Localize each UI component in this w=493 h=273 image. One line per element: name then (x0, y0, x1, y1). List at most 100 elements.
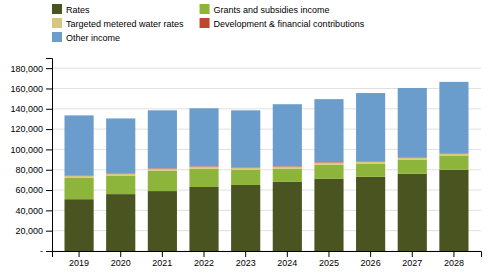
y-tick: - (40, 246, 52, 256)
y-tick: 80,000 (15, 165, 52, 175)
bar (314, 99, 343, 162)
legend-item: Grants and subsidies income (200, 4, 330, 15)
legend-item: Development & financial contributions (200, 18, 365, 29)
bar (231, 185, 260, 251)
x-tick-label: 2023 (236, 258, 256, 268)
bar (148, 110, 177, 168)
grid (52, 68, 481, 251)
y-tick-label: 20,000 (15, 226, 43, 236)
bar (189, 167, 218, 169)
tick-mark (287, 251, 288, 257)
tick-mark (46, 129, 52, 130)
bar (148, 191, 177, 251)
bar-series (64, 82, 468, 175)
y-tick: 100,000 (10, 145, 52, 155)
tick-mark (120, 251, 121, 257)
bar (231, 168, 260, 170)
y-tick-label: 160,000 (10, 84, 43, 94)
bar (398, 174, 427, 251)
tick-mark (453, 251, 454, 257)
x-tick-label: 2024 (277, 258, 297, 268)
x-tick-label: 2028 (444, 258, 464, 268)
tick-mark (46, 68, 52, 69)
bar (64, 199, 93, 251)
y-tick: 60,000 (15, 185, 52, 195)
y-tick-label: 40,000 (15, 206, 43, 216)
bar (64, 176, 93, 178)
y-tick: 140,000 (10, 104, 52, 114)
y-tick-label: 100,000 (10, 145, 43, 155)
bar (356, 177, 385, 251)
x-tick-label: 2026 (361, 258, 381, 268)
bar (106, 118, 135, 173)
bar (189, 108, 218, 166)
bar (314, 179, 343, 251)
bar (148, 169, 177, 171)
x-tick: 2024 (277, 251, 297, 268)
bar (231, 170, 260, 185)
y-tick: 40,000 (15, 206, 52, 216)
tick-mark (245, 251, 246, 257)
x-tick: 2027 (402, 251, 422, 268)
x-tick-label: 2021 (152, 258, 172, 268)
bar (106, 194, 135, 251)
bar (273, 104, 302, 166)
tick-mark (370, 251, 371, 257)
tick-mark (46, 109, 52, 110)
x-tick-label: 2022 (194, 258, 214, 268)
bar (314, 165, 343, 179)
tick-mark (328, 251, 329, 257)
legend-label: Targeted metered water rates (66, 19, 184, 29)
tick-mark (46, 251, 52, 252)
legend-label: Development & financial contributions (214, 19, 365, 29)
y-tick-label: - (40, 246, 43, 256)
legend-item: Targeted metered water rates (52, 18, 184, 29)
bar (106, 176, 135, 194)
legend-swatch (52, 32, 62, 42)
legend-item: Other income (52, 32, 120, 43)
bar (356, 93, 385, 161)
tick-mark (412, 251, 413, 257)
x-tick: 2028 (444, 251, 464, 268)
x-tick-label: 2019 (69, 258, 89, 268)
legend-swatch (52, 4, 62, 14)
plot-area (64, 82, 468, 251)
bar (398, 160, 427, 174)
bar (314, 163, 343, 165)
tick-mark (46, 88, 52, 89)
bar (231, 110, 260, 167)
tick-mark (46, 170, 52, 171)
axis-line (53, 252, 482, 258)
bar (273, 167, 302, 169)
y-tick-label: 120,000 (10, 124, 43, 134)
bar (439, 82, 468, 153)
legend-label: Other income (66, 33, 120, 43)
x-tick: 2022 (194, 251, 214, 268)
grid-line (52, 68, 481, 69)
bar (189, 169, 218, 187)
tick-mark (46, 231, 52, 232)
x-tick: 2021 (152, 251, 172, 268)
bar (439, 153, 468, 155)
bar (398, 158, 427, 160)
x-axis: 2019 2020 2021 2022 2023 2024 2025 2026 2027 2028 (53, 251, 482, 268)
legend-swatch (200, 18, 210, 28)
y-tick: 20,000 (15, 226, 52, 236)
y-tick-label: 180,000 (10, 64, 43, 74)
bar (189, 187, 218, 251)
x-tick-label: 2027 (402, 258, 422, 268)
tick-mark (46, 210, 52, 211)
x-tick: 2025 (319, 251, 339, 268)
bar (64, 178, 93, 199)
bar (273, 169, 302, 182)
y-tick: 160,000 (10, 84, 52, 94)
bar (356, 164, 385, 177)
x-tick: 2019 (69, 251, 89, 268)
y-tick: 120,000 (10, 124, 52, 134)
bar (439, 156, 468, 170)
legend-item: Rates (52, 4, 90, 15)
x-tick: 2020 (111, 251, 131, 268)
tick-mark (204, 251, 205, 257)
x-tick-label: 2025 (319, 258, 339, 268)
bar (148, 171, 177, 191)
